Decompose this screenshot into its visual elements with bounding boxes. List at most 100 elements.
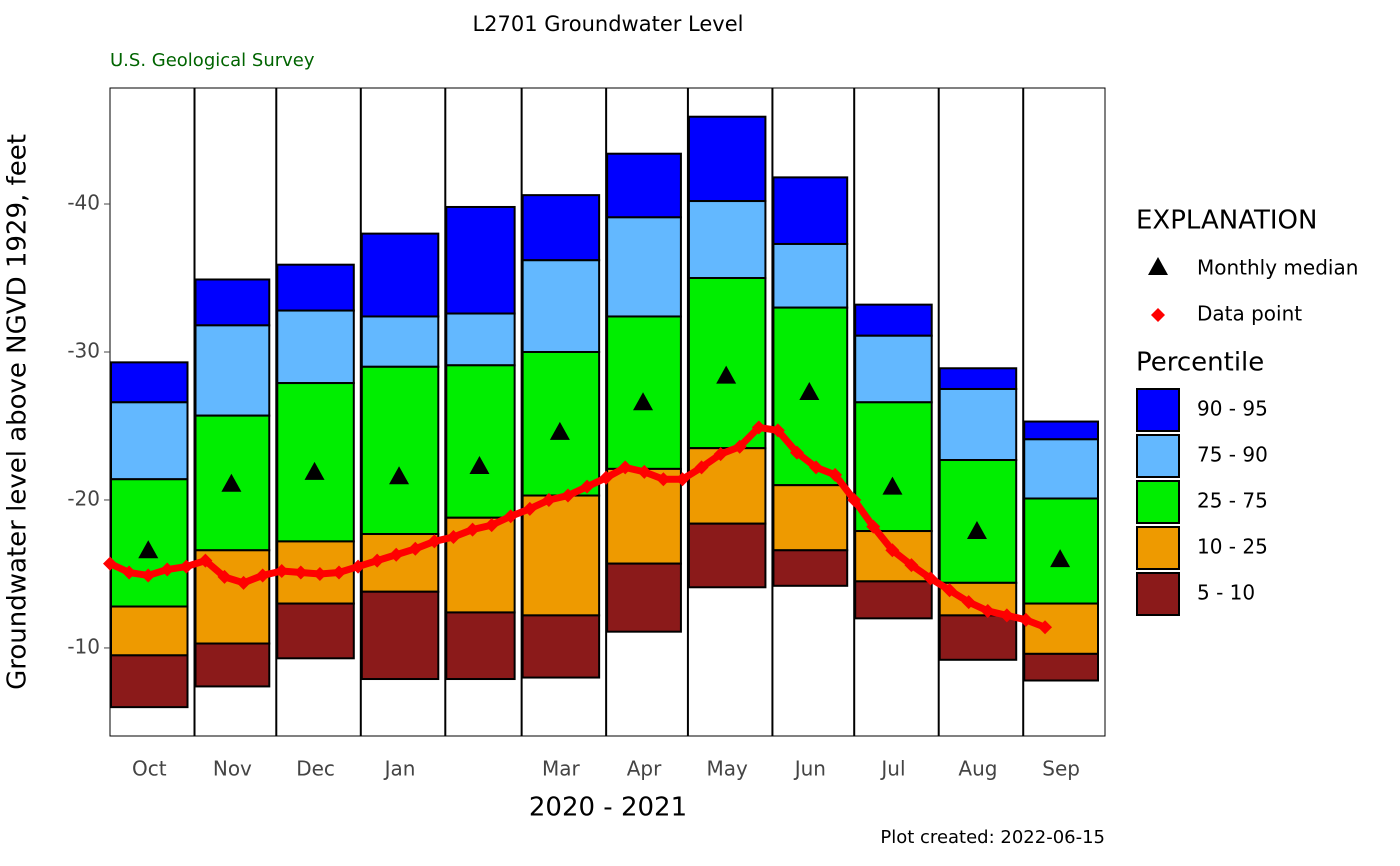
percentile-box [687, 200, 767, 280]
y-tick-label: -20 [67, 486, 100, 510]
caption: Plot created: 2022-06-15 [880, 827, 1105, 848]
percentile-box [606, 467, 682, 565]
x-tick-label: Sep [1042, 757, 1080, 781]
data-point [999, 608, 1014, 623]
median-marker [882, 476, 903, 495]
data-point [274, 564, 289, 579]
data-point [694, 460, 709, 475]
percentile-box [360, 365, 440, 536]
x-axis-label: 2020 - 2021 [529, 793, 687, 823]
y-tick-label: -30 [67, 338, 100, 362]
legend-label: 75 - 90 [1197, 443, 1268, 467]
data-point [312, 566, 327, 581]
percentile-box [1023, 602, 1100, 655]
data-point [236, 575, 251, 590]
percentile-box [194, 278, 271, 327]
chart-subtitle: U.S. Geological Survey [110, 50, 315, 71]
data-point [484, 518, 499, 533]
data-point [770, 423, 785, 438]
data-point [599, 470, 614, 485]
legend-label: Monthly median [1197, 256, 1358, 280]
percentile-box [772, 484, 849, 552]
percentile-box [194, 642, 271, 688]
data-point [427, 534, 442, 549]
percentile-box [445, 205, 516, 315]
legend-label: 25 - 75 [1197, 489, 1268, 513]
percentile-box [1023, 438, 1100, 500]
y-tick-label: -40 [67, 191, 100, 215]
percentile-box [854, 401, 933, 533]
percentile-box [110, 361, 189, 404]
median-marker [304, 461, 325, 480]
percentile-box [276, 309, 355, 385]
data-point [179, 559, 194, 574]
median-marker [799, 381, 820, 400]
data-point [503, 509, 518, 524]
data-point [217, 569, 232, 584]
percentile-box [276, 602, 355, 660]
percentile-box [938, 387, 1018, 462]
percentile-box [606, 152, 682, 219]
percentile-box [276, 382, 355, 543]
percentile-box [110, 654, 189, 709]
x-tick-label: Dec [296, 757, 335, 781]
x-tick-label: Jun [793, 757, 826, 781]
median-marker [1050, 549, 1071, 568]
percentile-box [687, 277, 767, 450]
percentile-box [521, 194, 601, 262]
data-point [866, 519, 881, 534]
data-point [122, 565, 137, 580]
data-point [198, 553, 213, 568]
percentile-box [854, 580, 933, 620]
data-point [847, 492, 862, 507]
data-point [789, 445, 804, 460]
data-point [103, 556, 117, 571]
data-point [522, 501, 537, 516]
data-point [465, 522, 480, 537]
median-marker [966, 521, 987, 540]
data-point [351, 559, 366, 574]
percentile-box [606, 562, 682, 633]
data-point [828, 467, 843, 482]
median-marker [221, 473, 242, 492]
legend-swatch [1136, 572, 1180, 616]
legend-swatch [1136, 434, 1180, 478]
percentile-box [445, 364, 516, 519]
data-point [980, 603, 995, 618]
y-axis-label: Groundwater level above NGVD 1929, feet [3, 134, 33, 690]
data-point [713, 447, 728, 462]
percentile-box [687, 115, 767, 203]
legend-label: 90 - 95 [1197, 397, 1268, 421]
median-marker [469, 455, 490, 474]
legend-swatch [1136, 526, 1180, 570]
data-point [923, 571, 938, 586]
y-tick-label: -10 [67, 634, 100, 658]
percentile-box [445, 312, 516, 367]
data-point [160, 562, 175, 577]
data-point [751, 420, 766, 435]
legend-swatch [1136, 480, 1180, 524]
percentile-box [521, 614, 601, 679]
median-marker [138, 540, 159, 559]
chart-title: L2701 Groundwater Level [472, 12, 743, 36]
percentile-box [521, 494, 601, 617]
data-point [331, 565, 346, 580]
percentile-box [360, 590, 440, 681]
percentile-box [360, 315, 440, 368]
legend-title: EXPLANATION [1136, 206, 1317, 236]
percentile-box [772, 242, 849, 309]
x-tick-label: Mar [542, 757, 581, 781]
legend-symbol [1148, 257, 1168, 275]
data-point [1038, 620, 1053, 635]
data-point [370, 553, 385, 568]
legend-swatch [1136, 388, 1180, 432]
data-point [408, 541, 423, 556]
median-marker [389, 466, 410, 485]
data-point [942, 583, 957, 598]
percentile-box [194, 324, 271, 417]
percentile-box [687, 447, 767, 525]
percentile-box [110, 605, 189, 657]
median-marker [633, 392, 654, 411]
data-point [541, 492, 556, 507]
